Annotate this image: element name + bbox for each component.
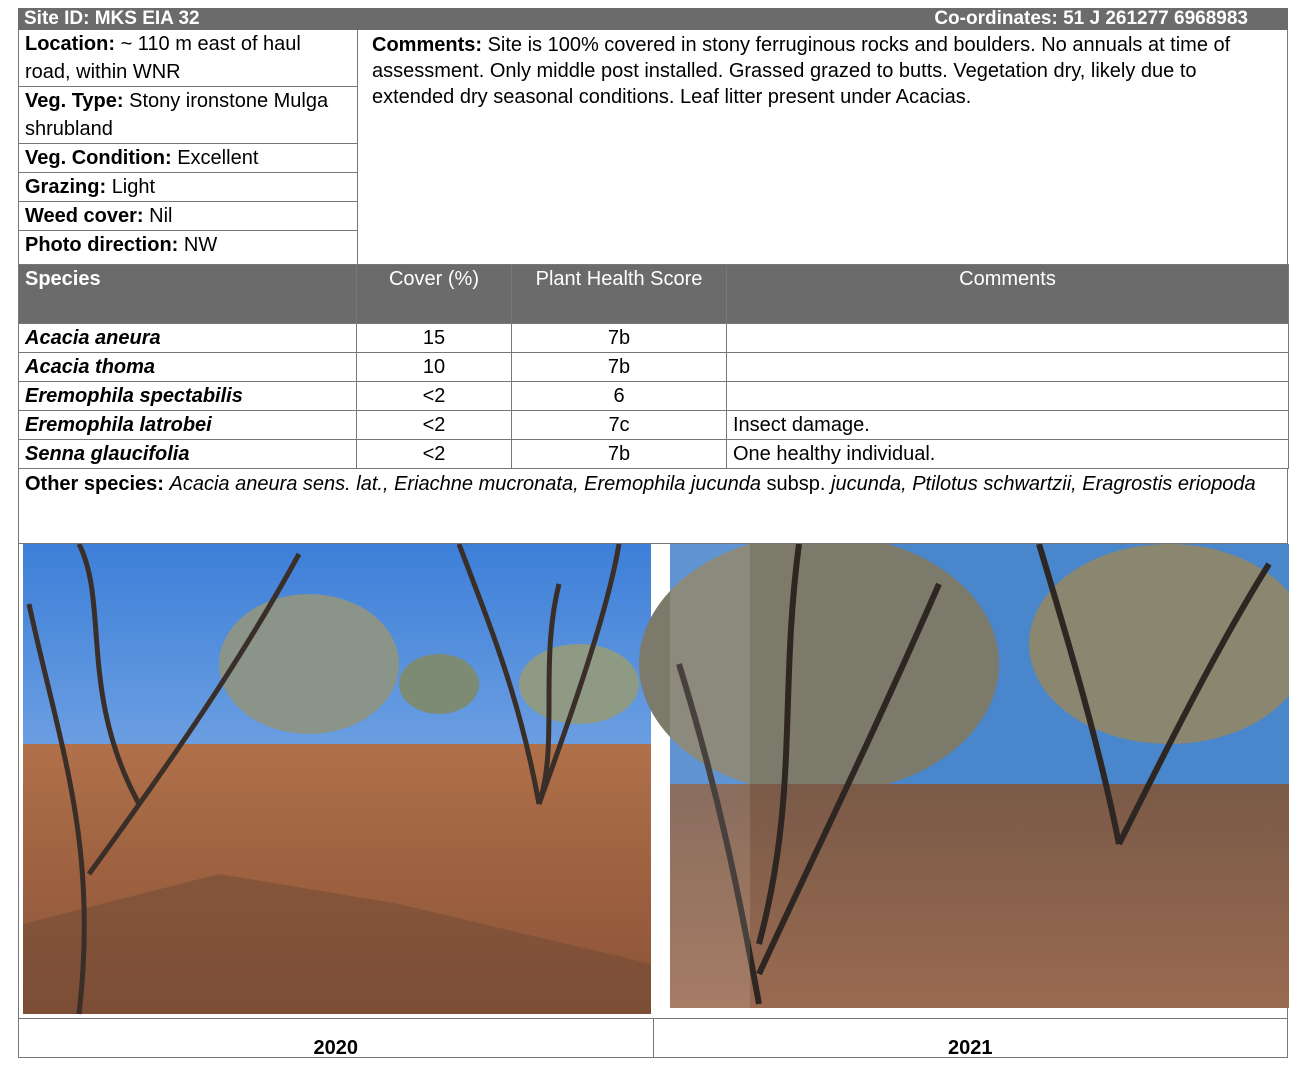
row-comment: Insect damage.	[726, 410, 1289, 440]
row-comment	[726, 323, 1289, 353]
info-value: Nil	[149, 205, 173, 227]
site-info: Location: ~ 110 m east of haul road, wit…	[19, 30, 358, 264]
info-row: Veg. Condition: Excellent	[19, 144, 357, 173]
caption: 2021	[948, 1037, 993, 1059]
site-id: Site ID: MKS EIA 32	[24, 8, 200, 29]
cover: <2	[356, 381, 512, 411]
comments: Comments: Site is 100% covered in stony …	[358, 30, 1287, 264]
species-table: Species Cover (%) Plant Health Score Commen…	[18, 264, 1289, 469]
caption-row: 2020 2021	[18, 1019, 1288, 1059]
species-name: Acacia thoma	[18, 352, 357, 382]
other-species: Other species: Acacia aneura sens. lat.,…	[18, 469, 1288, 544]
species-list: subsp.	[766, 473, 826, 495]
column-header: Species	[18, 264, 357, 324]
cover: 10	[356, 352, 512, 382]
info-row: Veg. Type: Stony ironstone Mulga shrubla…	[19, 87, 357, 144]
species-row: Acacia aneura 15 7b	[18, 323, 1289, 353]
species-name: Eremophila spectabilis	[18, 381, 357, 411]
photos	[23, 544, 1289, 1015]
info-value: ~ 110 m east of haul road, within WNR	[25, 33, 301, 83]
column-header: Cover (%)	[356, 264, 512, 324]
info-value: Stony ironstone Mulga shrubland	[25, 90, 329, 140]
cover: <2	[356, 439, 512, 469]
info-label: Location:	[25, 33, 115, 55]
health-score: 7c	[511, 410, 727, 440]
health-score: 7b	[511, 352, 727, 382]
column-header: Comments	[726, 264, 1289, 324]
health-score: 6	[511, 381, 727, 411]
info-label: Grazing:	[25, 176, 107, 198]
species-row: Eremophila latrobei <2 7c Insect damage.	[18, 410, 1289, 440]
health-score: 7b	[511, 323, 727, 353]
info-row: Photo direction: NW	[19, 231, 357, 259]
info-label: Photo direction:	[25, 234, 179, 256]
info-label: Veg. Type:	[25, 90, 124, 112]
photo-2020	[23, 544, 651, 1015]
species-list: Acacia aneura sens. lat., Eriachne mucro…	[169, 473, 761, 495]
info-row: Weed cover: Nil	[19, 202, 357, 231]
caption: 2020	[19, 1019, 654, 1059]
comments-label: Comments:	[372, 34, 483, 56]
site-sheet: Site ID: MKS EIA 32 Co-ordinates: 51 J 26…	[18, 8, 1289, 1059]
photo-2021	[639, 544, 1289, 1008]
cover: <2	[356, 410, 512, 440]
info-row: Grazing: Light	[19, 173, 357, 202]
other-species-label: Other species:	[25, 473, 164, 495]
header-row: Species Cover (%) Plant Health Score Commen…	[18, 264, 1289, 324]
info-value: Light	[111, 176, 156, 198]
cover: 15	[356, 323, 512, 353]
info-value: NW	[183, 234, 218, 256]
row-comment	[726, 381, 1289, 411]
row-comment	[726, 352, 1289, 382]
header-bar: Site ID: MKS EIA 32 Co-ordinates: 51 J 26…	[18, 8, 1288, 30]
info-row: Location: ~ 110 m east of haul road, wit…	[19, 30, 357, 87]
species-row: Senna glaucifolia <2 7b One healthy individ…	[18, 439, 1289, 469]
species-name: Eremophila latrobei	[18, 410, 357, 440]
photo-row	[18, 544, 1289, 1019]
page: Site ID: MKS EIA 32 Co-ordinates: 51 J 26…	[18, 8, 1289, 1059]
row-comment: One healthy individual.	[726, 439, 1289, 469]
health-score: 7b	[511, 439, 727, 469]
species-row: Acacia thoma 10 7b	[18, 352, 1289, 382]
species-row: Eremophila spectabilis <2 6	[18, 381, 1289, 411]
info-label: Veg. Condition:	[25, 147, 172, 169]
species-name: Senna glaucifolia	[18, 439, 357, 469]
species-name: Acacia aneura	[18, 323, 357, 353]
info-label: Weed cover:	[25, 205, 144, 227]
site-details: Location: ~ 110 m east of haul road, wit…	[18, 30, 1288, 264]
column-header: Plant Health Score	[511, 264, 727, 324]
coordinates: Co-ordinates: 51 J 261277 6968983	[934, 8, 1248, 29]
comments-text: Site is 100% covered in stony ferruginou…	[372, 34, 1231, 108]
species-list: jucunda, Ptilotus schwartzii, Eragrostis…	[831, 473, 1256, 495]
info-value: Excellent	[177, 147, 259, 169]
